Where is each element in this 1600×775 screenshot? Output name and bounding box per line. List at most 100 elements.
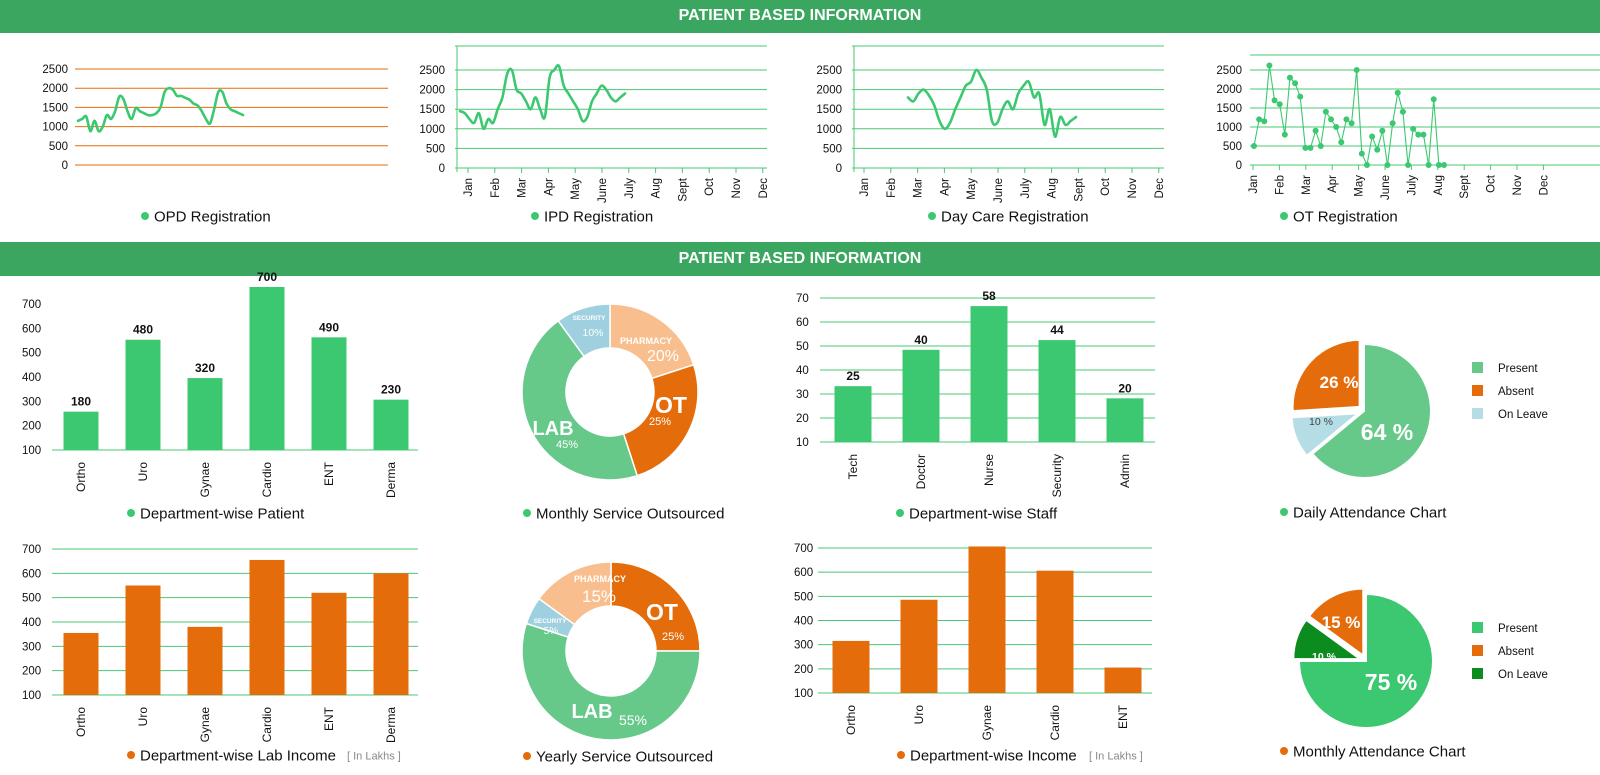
top-section-banner: PATIENT BASED INFORMATION xyxy=(0,0,1600,33)
dept-income-bar xyxy=(832,640,870,693)
ot-point xyxy=(1379,127,1386,134)
dept-lab-income-category-label: Derma xyxy=(384,707,398,743)
ot-point xyxy=(1435,162,1442,168)
opd-y-tick: 0 xyxy=(62,160,68,172)
ot-point xyxy=(1353,67,1360,73)
monthly-service-slice-name: LAB xyxy=(532,418,573,440)
dept-staff-y-tick: 20 xyxy=(796,413,809,425)
yearly-service-legend: Yearly Service Outsourced xyxy=(523,749,713,766)
daily-attendance-slice-label: 10 % xyxy=(1309,416,1333,428)
monthly-attendance-title: Monthly Attendance Chart xyxy=(1293,744,1466,761)
dept-staff-data-label: 20 xyxy=(1118,381,1132,395)
dept-patient-bar xyxy=(63,411,99,450)
yearly-service-slice-label: 25% xyxy=(662,631,684,643)
ipd-legend: IPD Registration xyxy=(531,209,653,226)
ot-point xyxy=(1415,131,1422,138)
monthly-service-slice-label: 25% xyxy=(649,416,671,428)
dept-income-chart: 700 600 500 400 300 200 100 Ortho Uro Gynae Cardio… xyxy=(794,543,1152,740)
daily-attendance-title: Daily Attendance Chart xyxy=(1293,505,1447,522)
ipd-title: IPD Registration xyxy=(544,209,653,226)
opd-chart: 2500 2000 1500 1000 500 0 xyxy=(42,64,388,172)
dept-lab-income-bar xyxy=(249,559,285,695)
dept-staff-title: Department-wise Staff xyxy=(909,506,1058,523)
daycare-chart: 2500 2000 1500 1000 500 0 Jan Feb Mar Apr May June J… xyxy=(816,45,1166,203)
ot-point xyxy=(1384,162,1391,168)
yearly-service-title: Yearly Service Outsourced xyxy=(536,749,713,766)
opd-y-tick: 2000 xyxy=(42,83,68,95)
monthly-attendance-slice-label: 10 % xyxy=(1312,651,1337,663)
daycare-legend-dot xyxy=(928,212,936,220)
dept-staff-bar xyxy=(834,386,872,442)
ot-x-tick: May xyxy=(1354,175,1366,197)
ipd-y-tick: 2500 xyxy=(419,65,445,77)
daycare-y-tick: 1500 xyxy=(816,104,842,116)
dept-staff-y-tick: 50 xyxy=(796,341,809,353)
monthly-service-slice xyxy=(622,363,699,477)
ot-point xyxy=(1317,143,1324,149)
daycare-x-tick: Aug xyxy=(1047,178,1059,198)
dept-staff-category-label: Tech xyxy=(846,454,860,479)
monthly-service-legend: Monthly Service Outsourced xyxy=(523,506,724,523)
ot-x-tick: Feb xyxy=(1274,175,1286,195)
dept-lab-income-bar xyxy=(373,573,409,695)
dept-income-category-label: ENT xyxy=(1116,704,1130,729)
yearly-service-slice-name: SECURITY xyxy=(534,618,568,625)
ot-point xyxy=(1328,116,1335,123)
ot-chart: 2500 2000 1500 1000 500 0 Jan Feb Mar Apr May June J… xyxy=(1216,54,1600,200)
dept-patient-y-tick: 100 xyxy=(22,445,41,457)
ot-point xyxy=(1307,144,1314,151)
dept-lab-income-y-tick: 400 xyxy=(22,617,41,629)
daycare-legend: Day Care Registration xyxy=(928,209,1089,226)
daycare-y-tick: 2000 xyxy=(816,85,842,97)
dept-income-y-tick: 700 xyxy=(794,543,813,555)
dept-income-bar xyxy=(900,599,938,693)
dept-staff-y-tick: 30 xyxy=(796,389,809,401)
ot-point xyxy=(1251,143,1257,149)
daily-attendance-slice xyxy=(1291,338,1361,413)
ot-series-line xyxy=(1253,64,1445,166)
monthly-service-slice-name: PHARMACY xyxy=(620,336,672,346)
opd-y-tick: 500 xyxy=(49,141,68,153)
ot-y-tick: 0 xyxy=(1236,160,1242,172)
dept-lab-income-category-label: ENT xyxy=(322,706,336,731)
daycare-x-tick: July xyxy=(1020,178,1032,199)
dept-income-y-tick: 400 xyxy=(794,616,813,628)
daycare-title: Day Care Registration xyxy=(941,209,1089,226)
ot-point xyxy=(1348,120,1355,127)
dept-staff-bar xyxy=(902,349,940,442)
dept-lab-income-bar xyxy=(125,585,161,695)
dept-patient-data-label: 480 xyxy=(133,323,153,337)
dept-patient-bar xyxy=(187,378,223,450)
ot-x-tick: Sept xyxy=(1459,174,1471,198)
dept-lab-income-note: [ In Lakhs ] xyxy=(347,751,401,763)
ot-point xyxy=(1394,89,1401,96)
daycare-x-tick: Nov xyxy=(1127,178,1139,199)
dept-staff-category-label: Security xyxy=(1050,454,1064,497)
ot-point xyxy=(1322,108,1329,115)
monthly-attendance-slice xyxy=(1307,587,1365,658)
dept-staff-data-label: 40 xyxy=(914,333,928,347)
dept-staff-category-label: Nurse xyxy=(982,454,996,486)
dept-lab-income-category-label: Gynae xyxy=(198,707,212,743)
monthly-service-slice-label: 10% xyxy=(582,327,603,339)
ipd-x-tick: Feb xyxy=(490,178,502,198)
dept-lab-income-bar xyxy=(187,626,223,695)
dept-patient-y-tick: 700 xyxy=(22,299,41,311)
daily-attendance-legend: Daily Attendance Chart xyxy=(1280,505,1447,522)
daycare-x-tick: Dec xyxy=(1154,178,1166,199)
ipd-series-line xyxy=(458,64,627,131)
dept-lab-income-y-tick: 300 xyxy=(22,641,41,653)
monthly-attendance-legend: Monthly Attendance Chart xyxy=(1280,744,1466,761)
ot-point xyxy=(1286,74,1293,81)
dept-income-y-tick: 300 xyxy=(794,640,813,652)
ot-point xyxy=(1256,116,1263,123)
dept-income-category-label: Cardio xyxy=(1048,705,1062,741)
ot-x-tick: Mar xyxy=(1301,175,1313,195)
monthly-attendance-legend-entry: On Leave xyxy=(1498,669,1548,681)
yearly-service-slice-label: 15% xyxy=(582,587,616,606)
dept-lab-income-bar xyxy=(63,632,99,695)
ot-x-tick: June xyxy=(1380,175,1392,200)
dept-staff-y-tick: 10 xyxy=(796,437,809,449)
dept-lab-income-y-tick: 600 xyxy=(22,568,41,580)
